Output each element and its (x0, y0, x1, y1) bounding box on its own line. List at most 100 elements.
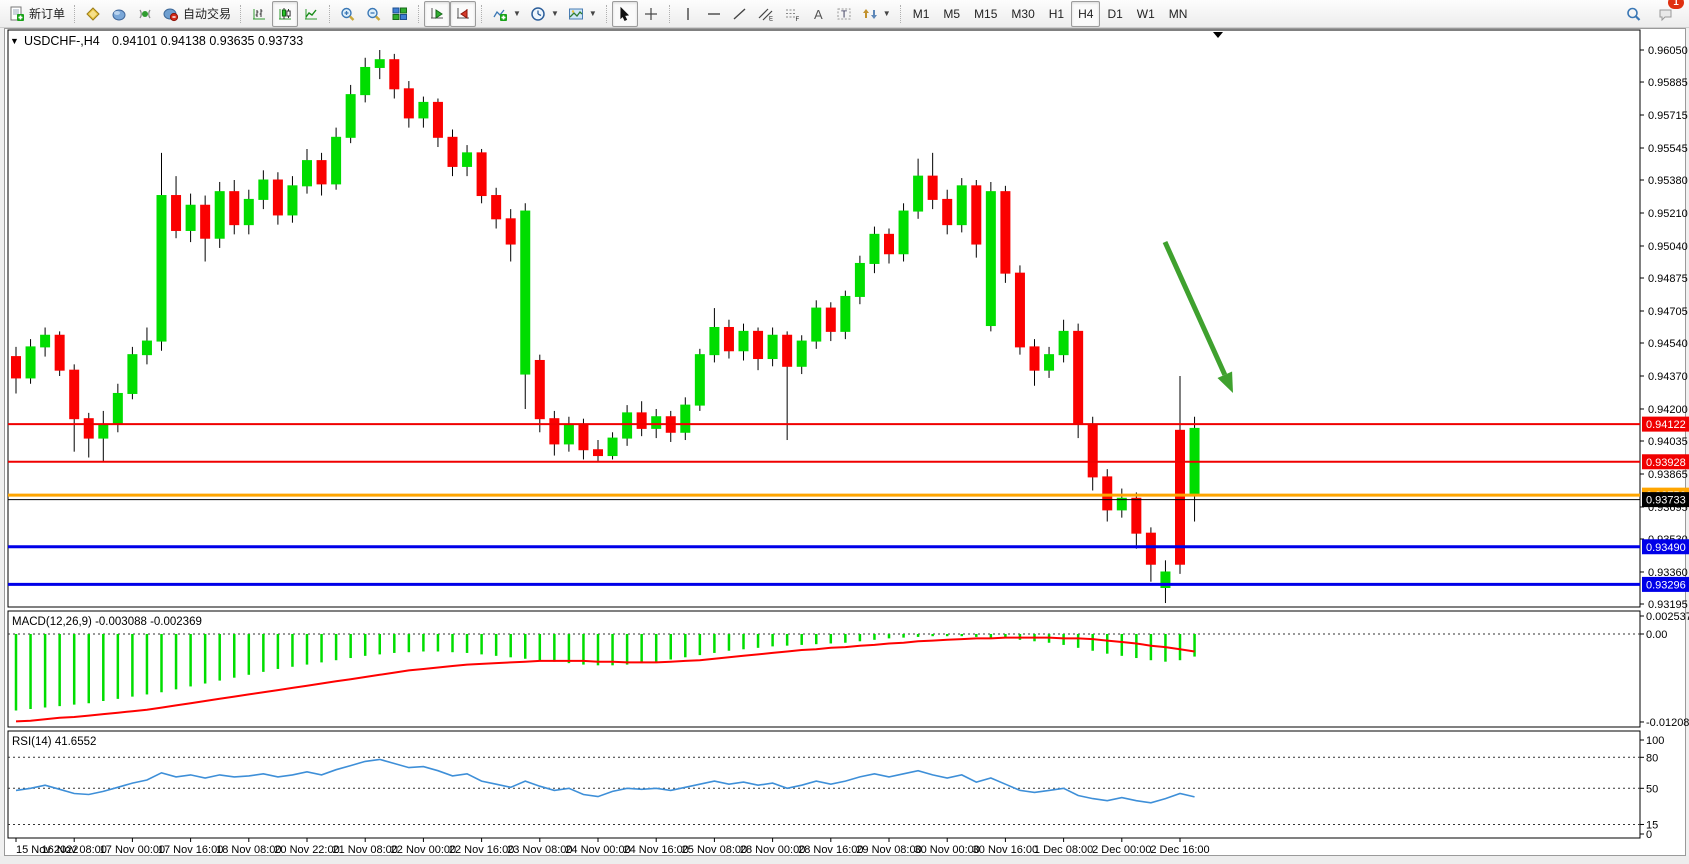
new-order-button[interactable]: 新订单 (4, 1, 69, 27)
candle (141, 340, 152, 356)
chat-button[interactable]: 1 (1653, 0, 1684, 27)
macd-group: 0.002537 0.00 -0.01208 MACD(12,26,9) -0.003… (8, 611, 1689, 729)
svg-text:0.95545: 0.95545 (1648, 143, 1688, 155)
time-label: 24 Nov 00:00 (565, 844, 630, 856)
experts-button[interactable] (132, 1, 158, 27)
svg-text:0.94370: 0.94370 (1648, 371, 1688, 383)
chart-title-row: ▼ USDCHF-,H4 0.94101 0.94138 0.93635 0.937… (10, 32, 1223, 48)
candle (549, 418, 560, 445)
toolbar-group: 新订单 (4, 0, 69, 28)
timeframe-H1[interactable]: H1 (1048, 6, 1065, 21)
candle (98, 424, 109, 439)
main-panel[interactable] (7, 29, 1641, 608)
experts-icon (136, 6, 154, 22)
candle (505, 218, 516, 245)
label-button[interactable]: T (831, 1, 857, 27)
timeframe-W1[interactable]: W1 (1136, 6, 1155, 21)
svg-text:0.95885: 0.95885 (1648, 77, 1688, 89)
rsi-label: RSI(14) 41.6552 (12, 736, 96, 748)
time-label: 22 Nov 16:00 (449, 844, 514, 856)
cursor-icon (616, 6, 634, 22)
svg-text:E: E (769, 16, 773, 22)
candle (25, 346, 36, 379)
candle (971, 185, 982, 245)
channel-button[interactable]: E (753, 1, 779, 27)
metaeditor-icon (110, 6, 128, 22)
horizontal-line-button[interactable] (701, 1, 727, 27)
crosshair-button[interactable] (638, 1, 664, 27)
new-order-icon (8, 6, 26, 22)
time-label: 18 Nov 08:00 (216, 844, 281, 856)
svg-text:100: 100 (1646, 735, 1664, 747)
candle (1058, 330, 1069, 356)
chat-badge: 1 (1668, 0, 1684, 9)
trend-arrow[interactable] (1162, 240, 1228, 376)
toolbar-separator (418, 4, 420, 23)
macd-signal-line (15, 636, 1195, 723)
svg-text:A: A (814, 7, 823, 22)
time-label: 29 Nov 08:00 (856, 844, 921, 856)
indicators-button[interactable]: ▼ (487, 1, 525, 27)
candle (171, 195, 182, 231)
time-label: 25 Nov 08:00 (682, 844, 747, 856)
candle (214, 191, 225, 239)
zoom-in-button[interactable] (335, 1, 361, 27)
periods-button[interactable]: ▼ (525, 1, 563, 27)
time-label: 17 Nov 16:00 (158, 844, 223, 856)
indicators-icon (491, 6, 509, 22)
vertical-line-button[interactable] (675, 1, 701, 27)
timeframe-D1[interactable]: D1 (1107, 6, 1123, 21)
candle (476, 152, 487, 197)
candle (534, 359, 545, 420)
chart-ohlc-values: 0.94101 0.94138 0.93635 0.93733 (112, 34, 303, 48)
candle (1014, 272, 1025, 348)
svg-text:0.95210: 0.95210 (1648, 208, 1688, 220)
auto-scroll-button[interactable] (424, 0, 451, 27)
timeframe-M5[interactable]: M5 (943, 6, 961, 21)
quotes-button[interactable] (80, 1, 106, 27)
timeframe-M30[interactable]: M30 (1011, 6, 1035, 21)
tile-windows-button[interactable] (387, 1, 413, 27)
macd-panel[interactable] (7, 610, 1641, 728)
candle (694, 354, 705, 406)
fibonacci-button[interactable]: F (779, 1, 805, 27)
rsi-panel[interactable] (7, 730, 1641, 839)
cursor-button[interactable] (611, 0, 638, 27)
timeframe-M1[interactable]: M1 (912, 6, 930, 21)
timeframe-M15[interactable]: M15 (974, 6, 998, 21)
timeframe-MN[interactable]: MN (1168, 6, 1188, 21)
periods-icon (529, 6, 547, 22)
candle (200, 204, 211, 239)
metaeditor-button[interactable] (106, 1, 132, 27)
timeframe-H4[interactable]: H4 (1071, 0, 1101, 27)
svg-text:F: F (795, 17, 799, 22)
templates-button[interactable]: ▼ (563, 1, 601, 27)
line-chart-button[interactable] (298, 1, 324, 27)
svg-text:0: 0 (1646, 829, 1652, 841)
chart-dropdown-icon[interactable]: ▼ (10, 36, 19, 46)
bar-chart-button[interactable] (246, 1, 272, 27)
candle (913, 175, 924, 212)
zoom-out-button[interactable] (361, 1, 387, 27)
candle (607, 437, 618, 457)
time-label: 17 Nov 00:00 (100, 844, 165, 856)
auto-scroll-icon (428, 6, 446, 22)
candle (491, 195, 502, 220)
chart-shift-button[interactable] (450, 0, 477, 27)
trendline-button[interactable] (727, 1, 753, 27)
candle (738, 330, 749, 352)
candle (302, 160, 312, 187)
search-button[interactable] (1621, 1, 1647, 27)
arrows-button[interactable]: ▼ (857, 1, 895, 27)
candle (520, 210, 531, 375)
svg-text:80: 80 (1646, 752, 1658, 764)
candle (1116, 497, 1127, 511)
svg-text:0.93865: 0.93865 (1648, 469, 1688, 481)
text-button[interactable]: A (805, 1, 831, 27)
autotrading-icon (162, 6, 180, 22)
candlestick-button[interactable] (272, 0, 299, 27)
toolbar-separator (74, 4, 76, 23)
time-label: 16 Nov 08:00 (41, 844, 106, 856)
autotrading-button[interactable]: 自动交易 (158, 1, 235, 27)
